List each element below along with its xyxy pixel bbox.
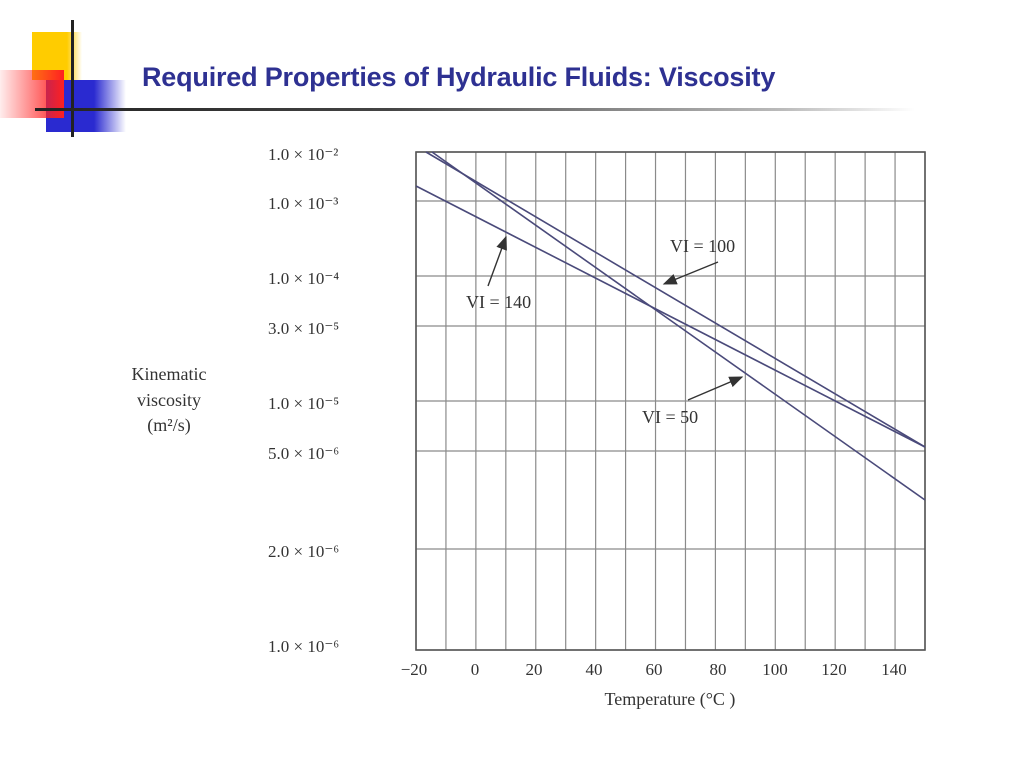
x-axis-label: Temperature (°C ) [605, 689, 736, 710]
y-axis-label: Kinematic viscosity (m²/s) [132, 364, 207, 436]
curves [415, 151, 926, 501]
x-tick-labels: −20 0 20 40 60 80 100 120 140 [401, 660, 907, 679]
x-tick: 120 [821, 660, 847, 679]
title-underline [35, 108, 915, 111]
annotations: VI = 100 VI = 140 VI = 50 [466, 235, 744, 427]
x-tick: 0 [471, 660, 480, 679]
y-tick: 5.0 × 10⁻⁶ [268, 444, 339, 463]
series-vi-50 [431, 151, 926, 501]
y-tick: 1.0 × 10⁻² [268, 145, 338, 164]
x-tick: 20 [526, 660, 543, 679]
y-tick: 1.0 × 10⁻⁵ [268, 394, 339, 413]
slide-title: Required Properties of Hydraulic Fluids:… [142, 62, 776, 92]
x-tick: 40 [586, 660, 603, 679]
decor-vertical-line [71, 20, 74, 137]
y-tick: 1.0 × 10⁻⁴ [268, 269, 339, 288]
y-tick: 3.0 × 10⁻⁵ [268, 319, 339, 338]
svg-text:viscosity: viscosity [137, 390, 201, 410]
y-tick: 1.0 × 10⁻⁶ [268, 637, 339, 656]
annotation-vi-140: VI = 140 [466, 292, 531, 312]
y-tick: 2.0 × 10⁻⁶ [268, 542, 339, 561]
svg-text:(m²/s): (m²/s) [147, 415, 190, 436]
annotation-vi-100: VI = 100 [670, 236, 735, 256]
svg-text:Kinematic: Kinematic [132, 364, 207, 384]
annotation-vi-50: VI = 50 [642, 407, 698, 427]
x-tick: 100 [762, 660, 788, 679]
x-tick: −20 [401, 660, 428, 679]
y-tick: 1.0 × 10⁻³ [268, 194, 338, 213]
x-tick: 60 [646, 660, 663, 679]
series-vi-100 [425, 151, 926, 448]
x-tick: 140 [881, 660, 907, 679]
series-vi-140 [415, 185, 926, 448]
y-tick-labels: 1.0 × 10⁻² 1.0 × 10⁻³ 1.0 × 10⁻⁴ 3.0 × 1… [268, 145, 339, 656]
plot-frame [415, 151, 926, 651]
x-tick: 80 [710, 660, 727, 679]
